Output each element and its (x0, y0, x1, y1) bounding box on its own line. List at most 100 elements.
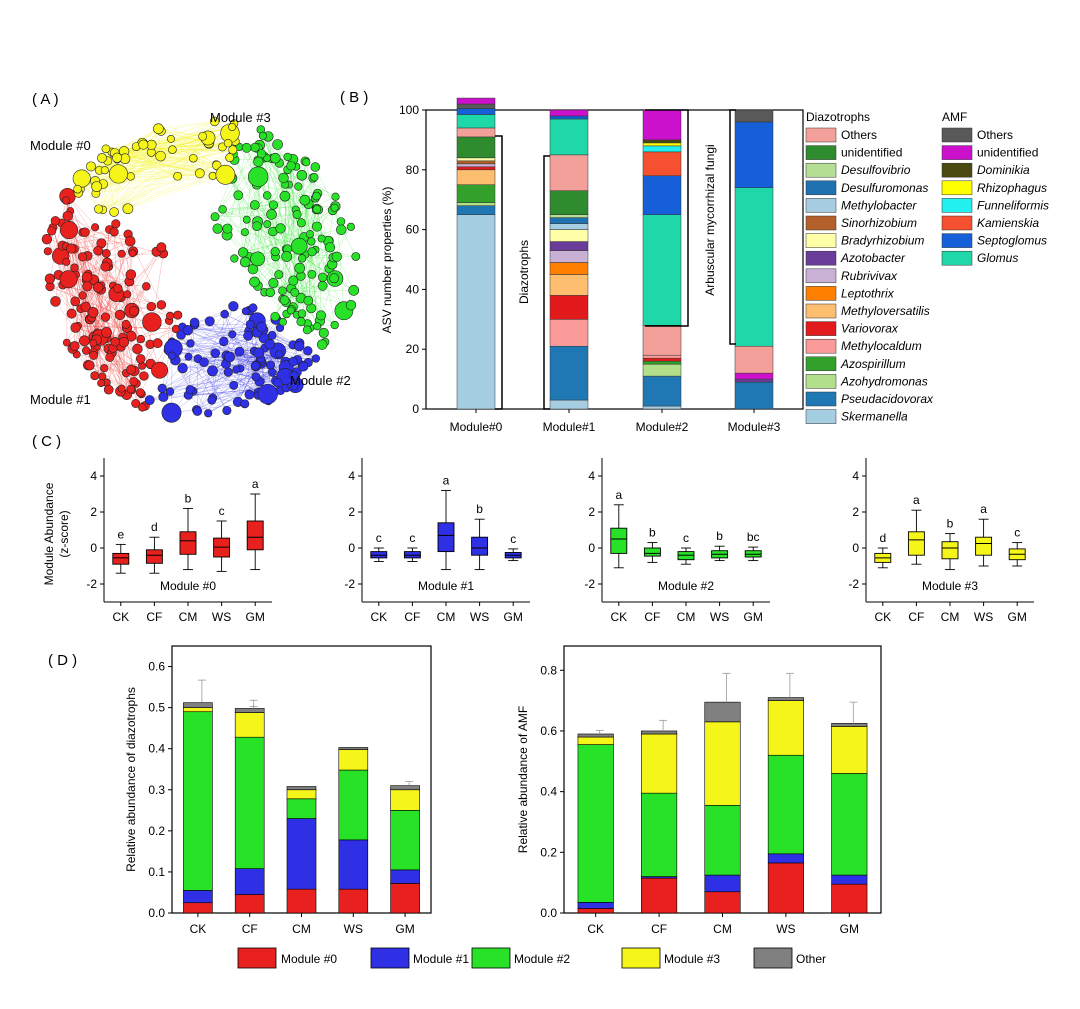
chart-d-bar-segment (234, 894, 265, 914)
network-node (266, 209, 277, 220)
chart-b-segment (549, 319, 589, 347)
network-graph (41, 116, 361, 423)
chart-b-legend-swatch (941, 162, 973, 178)
chart-b-legend-swatch (941, 180, 973, 196)
chart-b-ytick-label: 40 (406, 282, 420, 296)
chart-c-ytick-label: -2 (848, 577, 859, 591)
network-node (288, 356, 298, 367)
chart-c-ytick-label: 0 (588, 541, 595, 555)
chart-c-box (246, 520, 264, 551)
chart-b-segment (456, 169, 496, 186)
chart-d-ytick-label: 0.0 (148, 906, 165, 920)
chart-c-sig-letter: b (476, 502, 483, 516)
network-node (70, 296, 81, 307)
chart-b-segment (549, 229, 589, 242)
network-node (264, 338, 276, 350)
chart-c-box (643, 547, 661, 557)
network-node (91, 223, 100, 232)
network-node (250, 251, 265, 267)
chart-c-xtick-label: CM (437, 610, 456, 624)
network-node (297, 254, 307, 263)
network-node (84, 360, 95, 371)
chart-b-ytick-label: 80 (406, 163, 420, 177)
chart-c-ytick-label: 4 (588, 469, 595, 483)
network-node (142, 312, 162, 332)
network-node (110, 337, 121, 347)
network-node (307, 237, 316, 246)
network-node (81, 271, 93, 283)
network-node (279, 190, 291, 202)
chart-b-segment (549, 223, 589, 230)
chart-c-ytick-label: 2 (852, 505, 859, 519)
network-node (294, 340, 305, 352)
network-node (249, 276, 260, 288)
chart-c-xtick-label: GM (246, 610, 265, 624)
chart-c-box (179, 531, 197, 555)
chart-d-xtick-label: CM (713, 922, 732, 936)
network-node (86, 161, 96, 172)
network-node (101, 144, 111, 154)
network-node (223, 367, 233, 377)
chart-c-sig-letter: a (252, 477, 259, 491)
chart-d-xtick-label: WS (344, 922, 363, 936)
chart-c-box (112, 552, 130, 565)
chart-b-xtick-label: Module#0 (450, 420, 503, 434)
chart-d-bar-segment (767, 853, 804, 864)
network-node (330, 320, 339, 330)
legend-d-label: Module #1 (413, 952, 469, 966)
chart-b-ytick-label: 20 (406, 342, 420, 356)
network-node (330, 203, 339, 212)
chart-b-xtick-label: Module#2 (636, 420, 689, 434)
chart-b-xtick-label: Module#3 (728, 420, 781, 434)
chart-b-segment (456, 136, 496, 159)
network-label-module2: Module #2 (290, 373, 351, 388)
chart-b-segment (456, 163, 496, 168)
chart-b-segment (642, 139, 682, 144)
chart-b-legend-swatch (805, 391, 837, 407)
network-node (125, 269, 137, 280)
network-node (281, 251, 293, 262)
network-node (228, 301, 239, 312)
network-node (336, 217, 346, 226)
chart-c-box (471, 536, 489, 556)
network-node (310, 162, 321, 172)
network-node (139, 371, 149, 381)
chart-d-bar-segment (831, 874, 868, 885)
panel-label-a: ( A ) (32, 91, 59, 108)
chart-b-segment (642, 360, 682, 365)
chart-c-sig-letter: c (219, 504, 225, 518)
chart-d-bar-segment (704, 701, 741, 723)
chart-b-segment (549, 154, 589, 191)
chart-d-ytick-label: 0.3 (148, 783, 165, 797)
network-node (318, 272, 328, 282)
chart-d-bar-segment (286, 789, 317, 800)
chart-c-xtick-label: CF (908, 610, 924, 624)
network-nodes (41, 116, 361, 423)
chart-c-box (975, 536, 993, 556)
chart-c-ytick-label: 2 (588, 505, 595, 519)
network-node (315, 310, 327, 321)
chart-b-segment (549, 262, 589, 275)
network-node (185, 385, 195, 395)
chart-d-bar-segment (234, 868, 265, 895)
chart-c-xtick-label: CM (941, 610, 960, 624)
network-node (80, 227, 90, 237)
network-node (100, 312, 111, 322)
network-node (189, 153, 198, 163)
network-node (100, 261, 111, 272)
network-node (218, 205, 227, 214)
network-node (275, 223, 286, 234)
network-node (100, 364, 109, 373)
chart-b-legend-swatch (805, 127, 837, 143)
chart-d-bar-segment (183, 711, 213, 891)
network-node (184, 352, 193, 361)
network-node (210, 212, 220, 222)
chart-b-segment (456, 202, 496, 206)
network-node (100, 166, 109, 175)
network-node (192, 406, 203, 416)
chart-d-bar-segment (767, 700, 804, 756)
chart-b-segment (549, 295, 589, 320)
network-node (47, 226, 57, 236)
network-node (286, 161, 296, 171)
